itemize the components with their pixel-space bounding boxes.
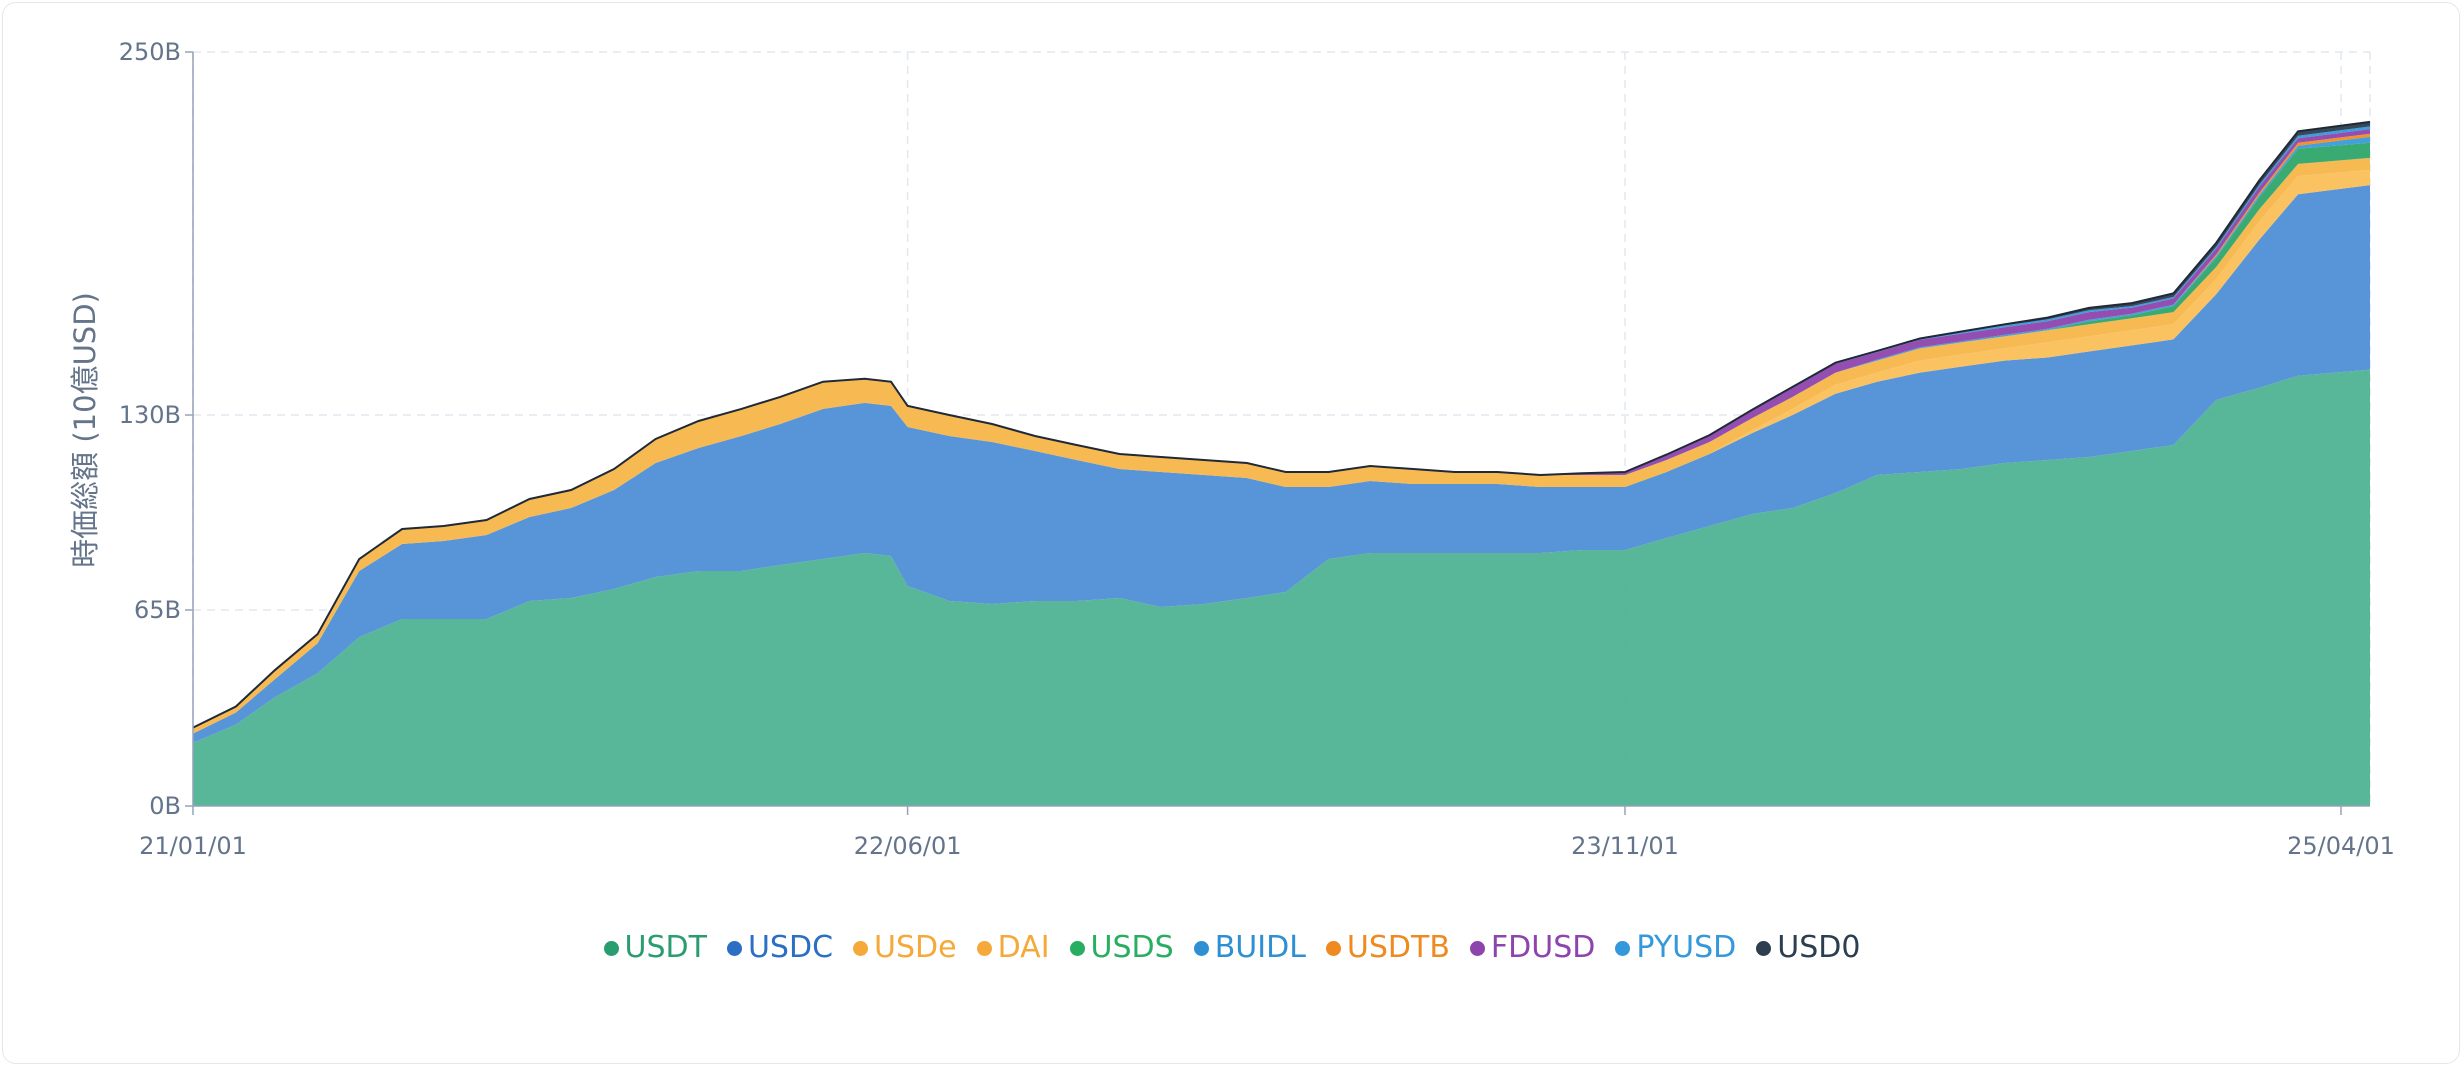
legend-dot-icon xyxy=(1756,940,1772,956)
legend-item-usdtb[interactable]: USDTB xyxy=(1325,928,1450,968)
area-usdc xyxy=(193,185,2370,743)
legend-dot-icon xyxy=(1469,940,1485,956)
legend-label: USDC xyxy=(747,930,834,965)
legend-item-usdt[interactable]: USDT xyxy=(603,928,707,968)
legend-dot-icon xyxy=(976,940,992,956)
legend-item-dai[interactable]: DAI xyxy=(976,928,1050,968)
legend-dot-icon xyxy=(726,940,742,956)
x-tick-label: 22/06/01 xyxy=(854,832,962,860)
legend-dot-icon xyxy=(1615,940,1631,956)
legend-item-usd0[interactable]: USD0 xyxy=(1756,928,1860,968)
legend-item-usdc[interactable]: USDC xyxy=(726,928,834,968)
legend-label: DAI xyxy=(997,930,1050,965)
legend-dot-icon xyxy=(853,940,869,956)
y-tick-label: 0B xyxy=(149,792,181,820)
y-axis-title: 時価総額 (10億USD) xyxy=(68,292,102,568)
legend-label: FDUSD xyxy=(1490,930,1596,965)
legend-label: PYUSD xyxy=(1636,930,1737,965)
y-tick-label: 130B xyxy=(119,401,181,429)
legend-label: USDS xyxy=(1090,930,1174,965)
total-outline xyxy=(192,120,2371,729)
y-tick-label: 65B xyxy=(134,596,181,624)
legend-dot-icon xyxy=(1069,940,1085,956)
chart-legend: USDT USDC USDe DAI USDS BUIDL USDTB FDUSD PYUSD U… xyxy=(0,928,2464,968)
y-tick-label: 250B xyxy=(119,38,181,66)
legend-dot-icon xyxy=(1193,940,1209,956)
legend-item-buidl[interactable]: BUIDL xyxy=(1193,928,1306,968)
area-usdt xyxy=(193,369,2370,806)
legend-item-fdusd[interactable]: FDUSD xyxy=(1469,928,1596,968)
legend-label: USDe xyxy=(874,930,957,965)
legend-item-usds[interactable]: USDS xyxy=(1069,928,1174,968)
x-tick-label: 25/04/01 xyxy=(2287,832,2395,860)
legend-item-pyusd[interactable]: PYUSD xyxy=(1615,928,1736,968)
x-tick-label: 23/11/01 xyxy=(1571,832,1679,860)
legend-dot-icon xyxy=(603,940,619,956)
series-areas xyxy=(192,120,2371,806)
x-tick-label: 21/01/01 xyxy=(139,832,247,860)
legend-label: USDT xyxy=(624,930,707,965)
axes xyxy=(192,52,2370,807)
ticks: 0B 65B 130B 250B 21/01/01 22/06/01 23/11/01 25/… xyxy=(119,38,2395,860)
legend-label: BUIDL xyxy=(1214,930,1306,965)
legend-label: USD0 xyxy=(1777,930,1861,965)
legend-item-usde[interactable]: USDe xyxy=(853,928,957,968)
legend-dot-icon xyxy=(1325,940,1341,956)
legend-label: USDTB xyxy=(1346,930,1450,965)
